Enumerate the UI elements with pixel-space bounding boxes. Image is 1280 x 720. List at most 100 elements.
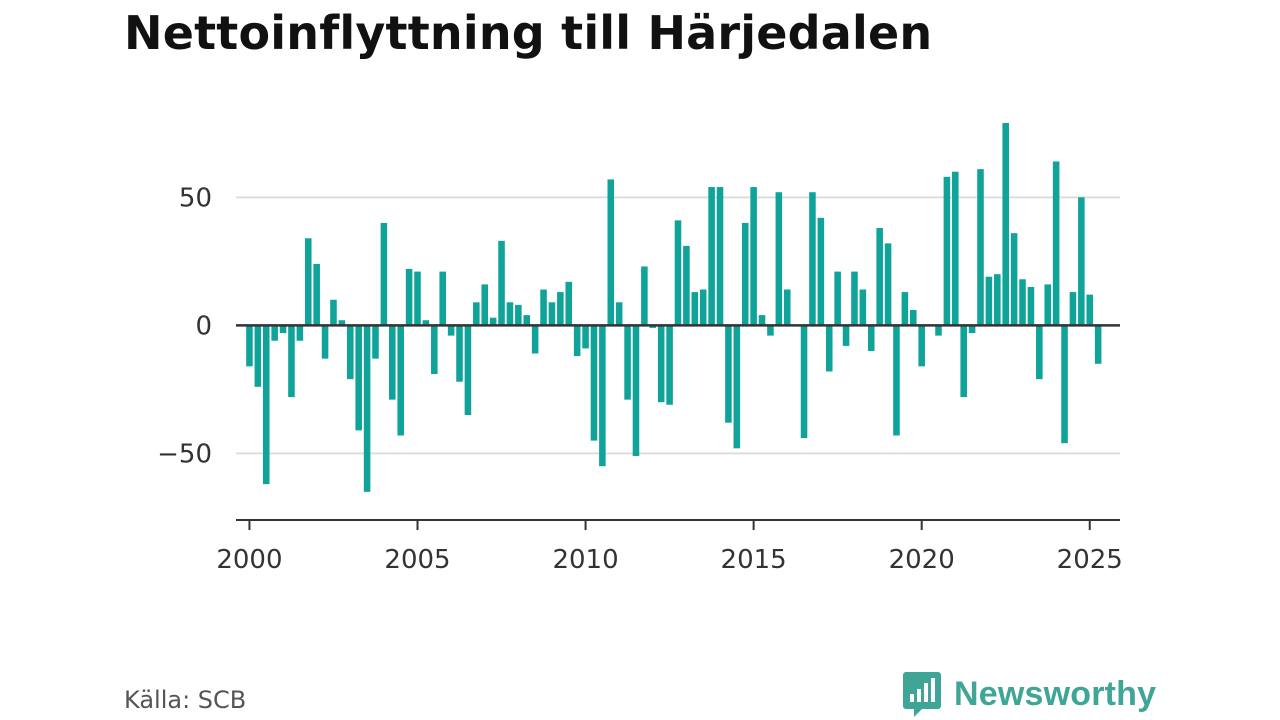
bar <box>447 325 455 336</box>
bar <box>347 325 354 380</box>
bar <box>296 325 304 341</box>
y-tick-label: 0 <box>195 311 212 341</box>
source-note: Källa: SCB <box>124 686 247 714</box>
x-tick-label: 2015 <box>721 545 787 575</box>
bar <box>498 240 505 326</box>
bar <box>767 325 774 336</box>
y-tick-label: 50 <box>179 183 212 213</box>
bar <box>1086 294 1094 326</box>
bar <box>531 325 539 354</box>
bar <box>615 302 623 326</box>
bar <box>758 315 766 326</box>
bar <box>557 292 564 326</box>
bar <box>607 179 615 326</box>
brand-logo: Newsworthy <box>902 670 1156 718</box>
bar <box>271 325 278 341</box>
bar <box>901 292 909 326</box>
x-tick-label: 2005 <box>384 545 450 575</box>
bar <box>380 222 388 326</box>
bar <box>918 325 925 367</box>
bar <box>431 325 438 375</box>
bar <box>397 325 404 436</box>
bar <box>733 325 741 449</box>
newsworthy-logo-icon <box>903 672 941 717</box>
bar <box>632 325 640 456</box>
x-tick-label: 2020 <box>889 545 955 575</box>
bar <box>414 271 421 326</box>
bar <box>1052 161 1060 326</box>
bar <box>641 266 648 326</box>
bar <box>825 325 833 372</box>
bar <box>666 325 673 405</box>
bar <box>935 325 942 336</box>
bar <box>1069 292 1077 326</box>
bar <box>775 192 783 326</box>
bar <box>683 245 690 326</box>
bar <box>573 325 581 357</box>
bar <box>1061 325 1068 444</box>
gridlines <box>236 196 1120 455</box>
bar <box>809 192 816 326</box>
y-axis-labels: −50 0 50 <box>157 183 212 469</box>
bar <box>750 187 757 326</box>
bar <box>1036 325 1043 380</box>
bar <box>288 325 295 398</box>
bar <box>952 171 959 326</box>
bar <box>313 263 320 326</box>
bar <box>304 238 312 326</box>
bar <box>363 325 371 492</box>
bar <box>590 325 598 441</box>
bar <box>279 325 287 334</box>
bar <box>473 302 480 326</box>
x-tick-label: 2010 <box>552 545 618 575</box>
bar <box>405 269 413 326</box>
bar <box>817 217 825 326</box>
bar <box>582 325 589 349</box>
bar <box>994 274 1001 326</box>
bar <box>893 325 900 436</box>
bar <box>355 325 362 431</box>
y-tick-label: −50 <box>157 439 212 469</box>
bar <box>246 325 253 367</box>
bar <box>842 325 850 346</box>
bar <box>422 320 430 326</box>
bar <box>691 292 699 326</box>
bar <box>834 271 841 326</box>
bar <box>851 271 858 326</box>
bar <box>456 325 463 382</box>
brand-name: Newsworthy <box>954 674 1157 713</box>
bar <box>1010 233 1018 326</box>
bar <box>783 289 791 326</box>
chart-title: Nettoinflyttning till Härjedalen <box>124 6 933 60</box>
bar <box>330 299 337 326</box>
x-axis: 2000 2005 2010 2015 2020 2025 <box>216 519 1123 575</box>
x-tick-label: 2000 <box>216 545 282 575</box>
bar <box>254 325 262 387</box>
bar <box>859 289 867 326</box>
bar <box>741 222 749 326</box>
bar <box>599 325 606 467</box>
bar <box>515 304 522 326</box>
bar <box>506 302 514 326</box>
bar <box>1019 279 1026 326</box>
bar <box>565 281 573 326</box>
bar <box>1094 325 1102 364</box>
bar <box>800 325 808 439</box>
bar <box>716 187 724 326</box>
bar <box>372 325 379 359</box>
bar <box>876 228 883 326</box>
bar <box>464 325 472 415</box>
bar <box>708 187 715 326</box>
bar <box>523 315 531 326</box>
bar <box>540 289 547 326</box>
bar <box>548 302 556 326</box>
bar <box>1027 286 1035 326</box>
bar <box>489 317 497 326</box>
bar <box>338 320 346 326</box>
bar <box>699 289 707 326</box>
bar <box>985 276 993 326</box>
bar <box>649 325 657 328</box>
bar <box>321 325 329 359</box>
bars <box>246 123 1102 492</box>
